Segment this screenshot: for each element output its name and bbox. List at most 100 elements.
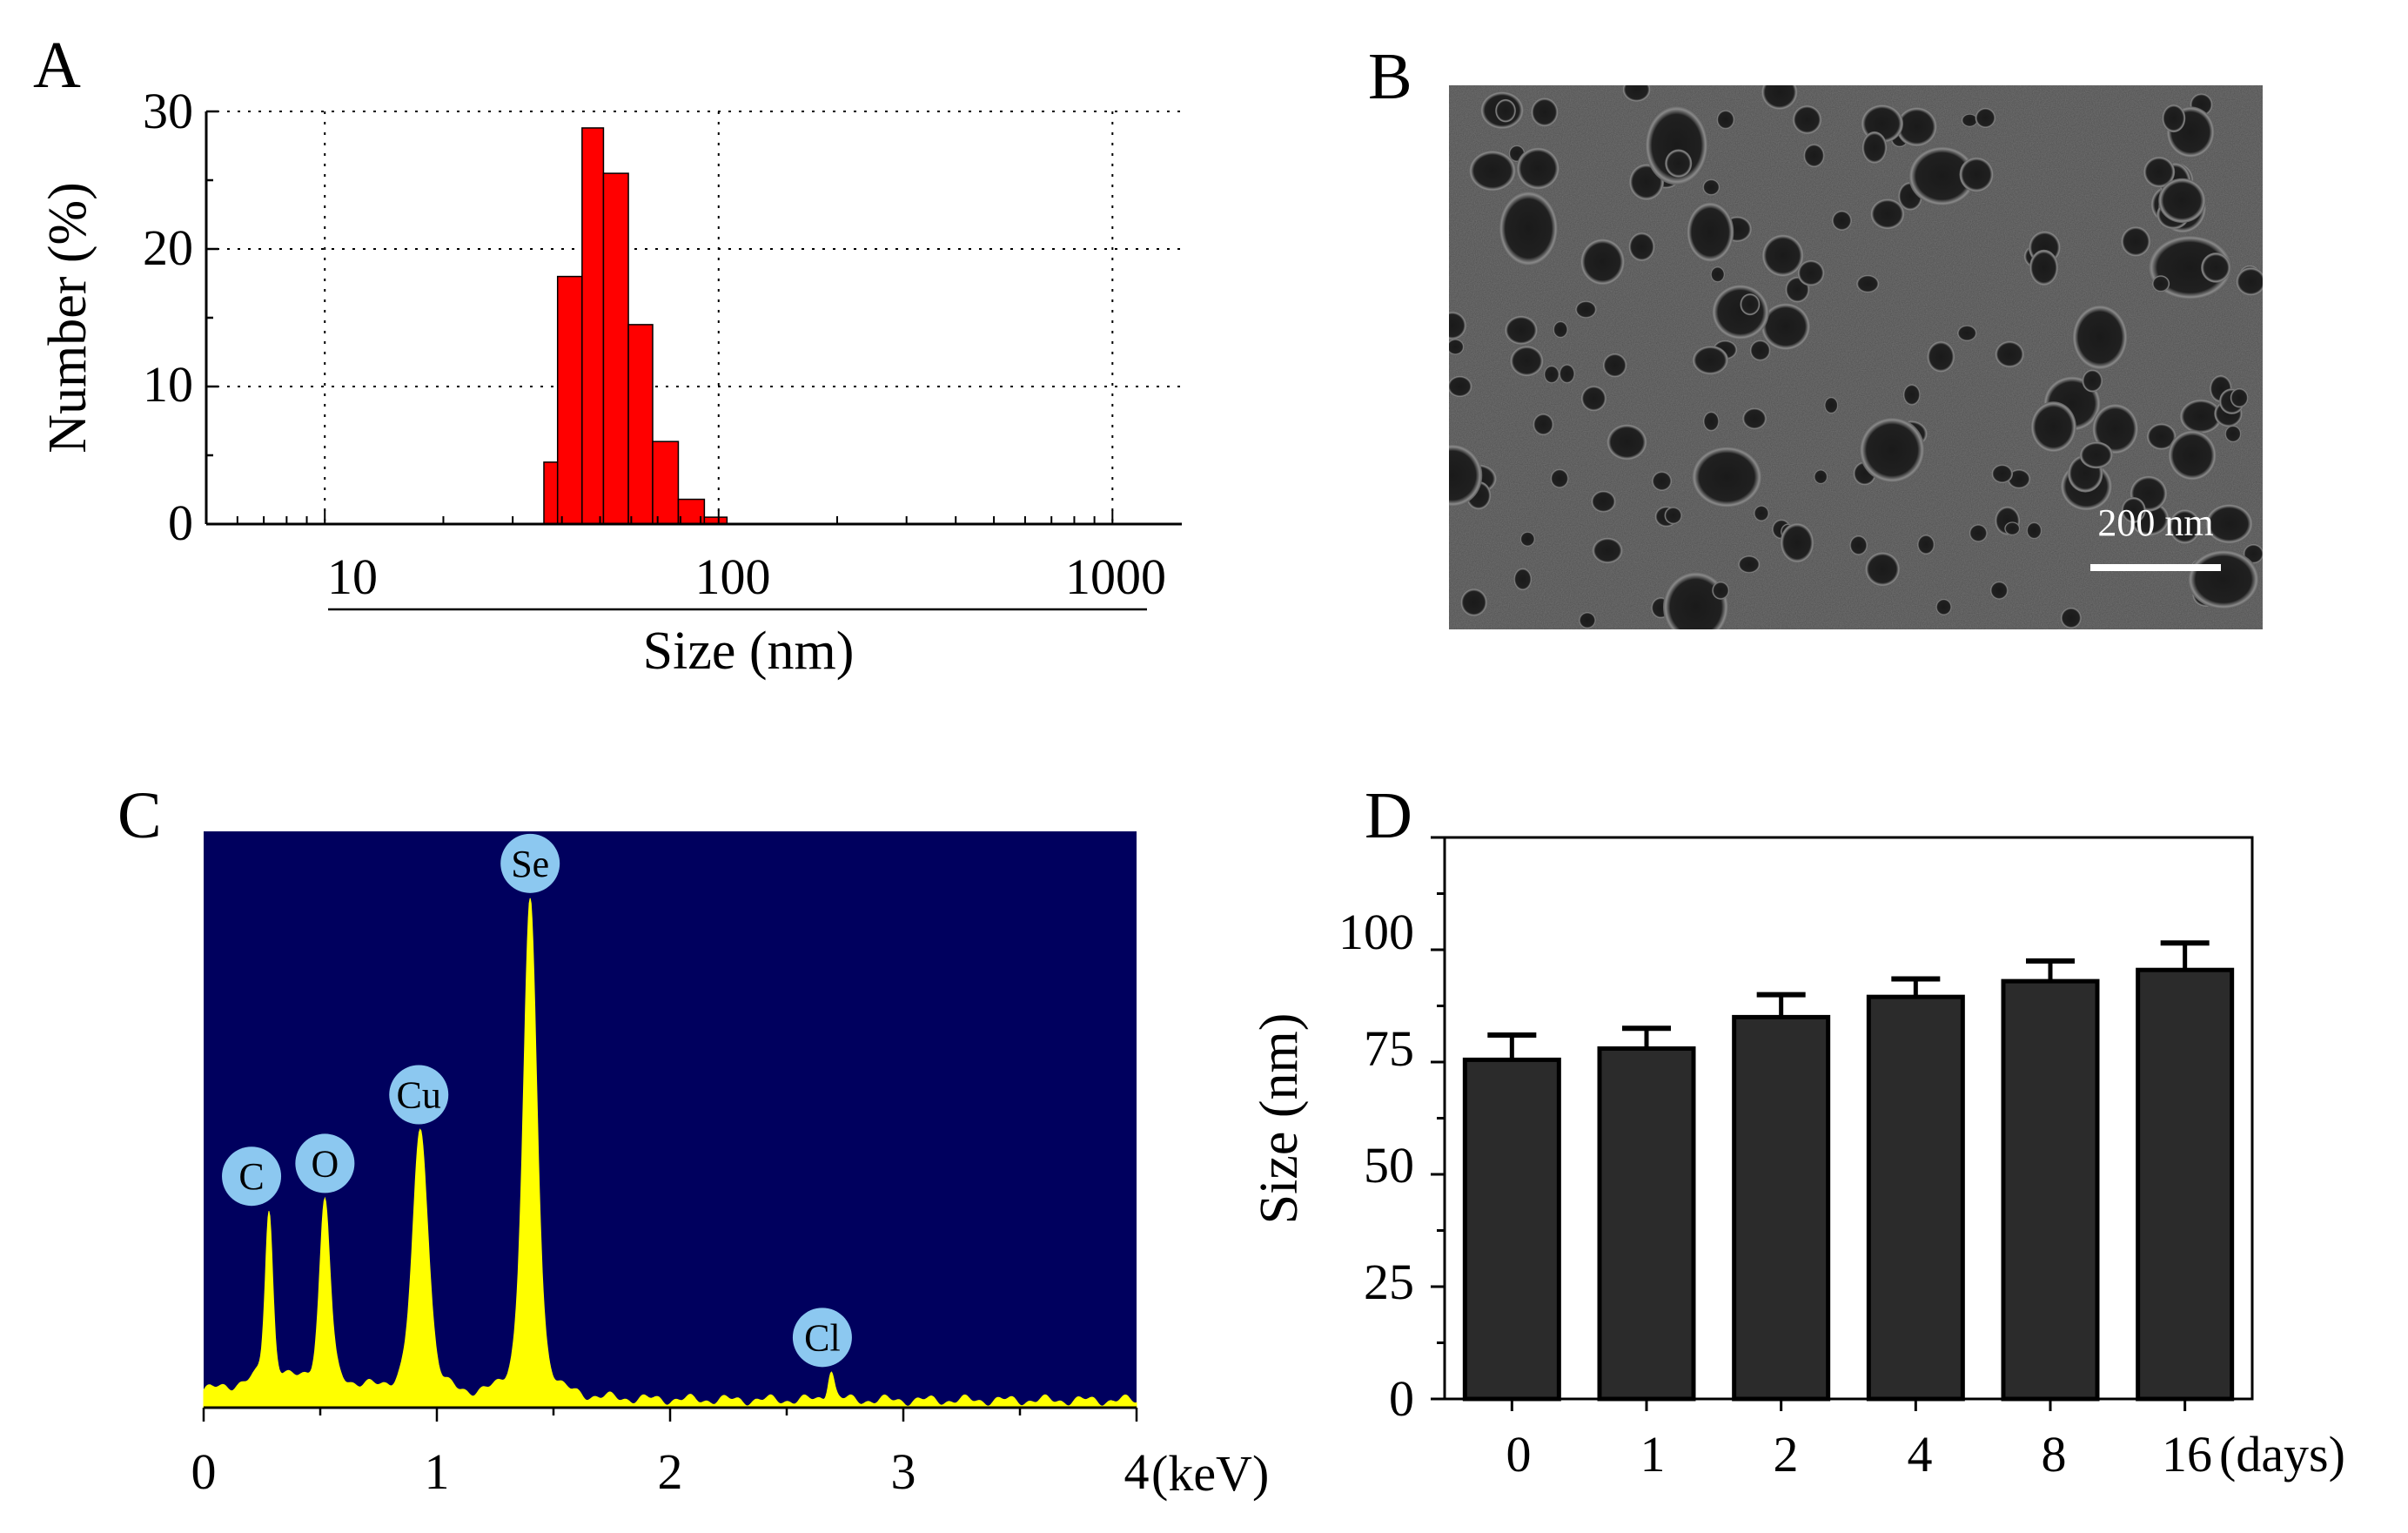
sem-pore [1761,85,1798,111]
sem-pore [2230,387,2249,408]
sem-pore [1513,568,1533,591]
sem-pore [1814,469,1828,485]
sem-pore [1855,274,1880,293]
sem-pore [1969,523,1989,542]
d-plot-frame [1443,836,2254,1401]
sem-pore [2004,521,2021,536]
sem-pore [1580,385,1607,412]
sem-pore [2179,399,2223,434]
d-y-tick-label: 0 [1389,1370,1414,1427]
sem-pore [1716,110,1735,130]
sem-pore [2120,225,2151,258]
sem-pore [2091,403,2139,454]
eds-peak-label: Se [511,843,549,885]
histogram-y-axis-title: Number (%) [38,182,97,454]
sem-pore [1711,284,1769,340]
d-y-tick-label: 100 [1338,904,1414,960]
sem-pore [1602,353,1627,378]
sem-pore [1935,598,1952,616]
sem-pore [2079,441,2114,469]
sem-pore [1687,201,1734,263]
eds-x-ticks [202,1408,1138,1422]
sem-pore [2082,369,2103,393]
panel-d: D 100 75 50 25 0 0 1 2 4 8 16 (days) Siz… [1250,779,2345,1483]
sem-pore [1824,396,1839,414]
eds-x-tick-label: 2 [658,1443,683,1500]
sem-pore [1989,581,2009,601]
histogram-y-tick-label: 10 [143,356,193,413]
sem-pore [1780,522,1814,563]
sem-pore [1895,106,1938,147]
d-x-tick-label: 2 [1774,1426,1799,1483]
sem-pore [1741,407,1767,430]
sem-pore [1449,339,1465,355]
sem-pore [1550,468,1569,489]
sem-pore [1926,340,1955,373]
eds-peak-marker-circle [222,1146,282,1207]
sem-pore [1519,531,1536,548]
sem-pore [1975,107,1996,129]
d-bar [1462,1057,1561,1402]
eds-peak-marker-cu: Cu [389,1065,449,1125]
sem-pore [2201,252,2231,283]
sem-pore [1995,340,2025,368]
histogram-x-axis-title: Size (nm) [643,622,855,681]
eds-peak-marker-circle [295,1133,355,1193]
sem-image [1449,85,2263,629]
sem-pore [1740,293,1761,316]
sem-pore [1702,411,1720,432]
histogram-x-ticks [205,510,1114,524]
histogram-y-tick-label: 20 [143,219,193,276]
d-x-tick-label: 4 [1908,1426,1933,1483]
sem-pore [1691,446,1762,508]
sem-pore [1916,534,1935,555]
sem-pore [1803,143,1825,168]
sem-pore [1712,581,1730,600]
histogram-bar [627,324,654,525]
eds-peak-marker-circle [389,1065,449,1125]
sem-pore [2187,549,2259,609]
sem-pore [1849,535,1868,556]
sem-pore [2205,503,2253,544]
sem-pore [2030,401,2076,453]
sem-pore [1543,365,1560,384]
eds-peak-marker-cl: Cl [792,1308,852,1368]
eds-peak-label: Cl [804,1316,841,1359]
sem-pore [1574,300,1597,319]
sem-pore [1504,315,1539,346]
sem-pore [2224,425,2242,443]
eds-peak-marker-circle [792,1308,852,1368]
histogram-grid [206,111,1182,524]
sem-pore [1651,471,1673,492]
histogram-y-ticks [206,110,218,526]
panel-c: C C O Cu Se Cl 0 1 2 3 4 (keV) [117,779,1269,1502]
sem-pore [1645,105,1708,185]
d-bars [1462,940,2235,1402]
d-y-tick-label: 50 [1364,1137,1414,1193]
eds-peak-marker-o: O [295,1133,355,1193]
sem-pore [1665,149,1693,178]
histogram-bar [543,461,559,525]
sem-pore [1961,113,1978,127]
d-x-ticks [1510,1399,2187,1411]
d-bar [1597,1046,1696,1402]
sem-pore [1861,131,1888,165]
histogram-x-tick-label: 10 [327,548,378,605]
d-y-tick-label: 75 [1364,1020,1414,1077]
eds-x-tick-label: 3 [891,1443,916,1500]
sem-pore [2026,521,2042,540]
sem-pore [2072,305,2128,370]
sem-pore [1449,444,1483,507]
panel-a: A 30 20 10 0 10 100 1000 Size (nm) Numbe… [33,29,1182,681]
sem-pore [1495,98,1516,123]
eds-peak-marker-c: C [222,1146,282,1207]
sem-pore [1553,320,1568,339]
sem-pore [1509,345,1544,377]
d-x-tick-label: 8 [2042,1426,2067,1483]
eds-plot-area [204,831,1137,1408]
sem-pore [2158,178,2206,223]
sem-pore [1859,417,1925,483]
sem-pore [1869,198,1905,230]
sem-pore [1449,375,1472,398]
sem-pore [1864,551,1901,587]
